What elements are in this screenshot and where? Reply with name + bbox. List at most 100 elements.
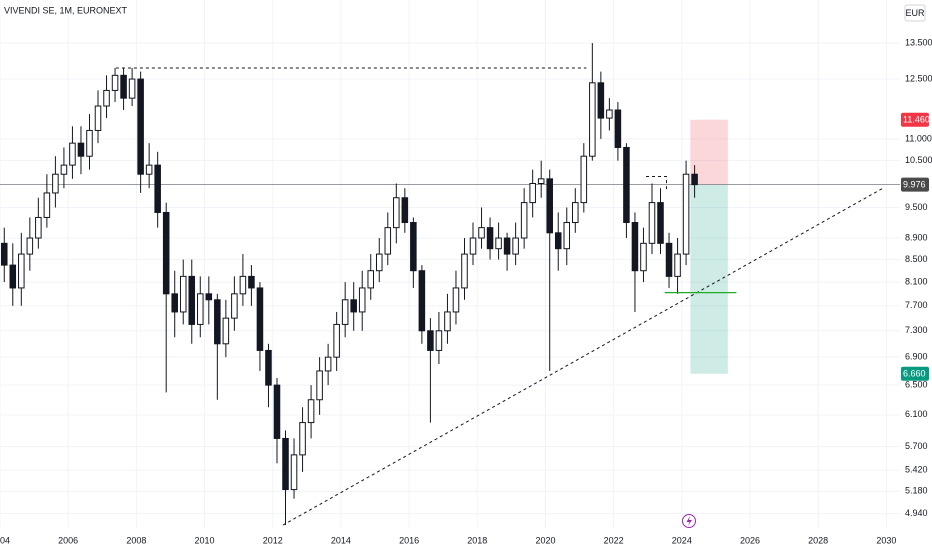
candle-body bbox=[691, 173, 698, 186]
candle-body bbox=[358, 287, 366, 313]
candle-body bbox=[350, 299, 357, 313]
currency[interactable]: EUR bbox=[905, 8, 925, 18]
y-tick-label: 5.420 bbox=[905, 465, 928, 475]
candle-body bbox=[580, 155, 588, 204]
candle-body bbox=[290, 454, 298, 491]
candle-body bbox=[623, 146, 630, 224]
candle-body bbox=[94, 105, 102, 131]
y-tick-label: 13.500 bbox=[905, 37, 932, 47]
candle-body bbox=[486, 227, 494, 250]
candle-body bbox=[273, 384, 281, 439]
candle-body bbox=[231, 293, 238, 319]
y-tick-label: 12.500 bbox=[905, 73, 932, 83]
candle-body bbox=[239, 275, 247, 295]
x-tick-label: 2004 bbox=[0, 535, 10, 545]
candle-body bbox=[665, 242, 673, 277]
candle-body bbox=[60, 164, 68, 175]
candle-body bbox=[282, 437, 289, 491]
candle-body bbox=[316, 370, 323, 401]
x-tick-label: 2018 bbox=[467, 535, 487, 545]
candle-body bbox=[188, 275, 196, 325]
candle-body bbox=[43, 192, 51, 218]
target-zone bbox=[690, 184, 728, 374]
candle-body bbox=[367, 270, 375, 289]
x-tick-label: 2012 bbox=[263, 535, 283, 545]
y-tick-label: 6.500 bbox=[905, 379, 928, 389]
candle-body bbox=[478, 227, 485, 239]
candle-body bbox=[682, 173, 690, 255]
candle-body bbox=[435, 330, 443, 351]
candle-body bbox=[520, 202, 528, 239]
candle-body bbox=[26, 237, 34, 255]
x-tick-label: 2008 bbox=[126, 535, 146, 545]
candle-body bbox=[52, 173, 59, 194]
y-tick-label: 11.000 bbox=[905, 133, 932, 143]
candle-body bbox=[128, 78, 136, 99]
x-tick-label: 2006 bbox=[58, 535, 78, 545]
candle-body bbox=[222, 317, 230, 345]
candle-body bbox=[307, 399, 315, 424]
last-price-label: 9.976 bbox=[903, 179, 926, 189]
candle-body bbox=[384, 227, 392, 255]
stop-label-box bbox=[901, 112, 929, 127]
candle-body bbox=[171, 293, 178, 313]
y-tick-label: 10.500 bbox=[905, 155, 932, 165]
candle-body bbox=[648, 202, 656, 244]
candle-body bbox=[452, 287, 460, 313]
candle-body bbox=[154, 164, 161, 213]
trend-line bbox=[282, 187, 884, 526]
candle-body bbox=[529, 182, 536, 204]
candle-body bbox=[597, 82, 605, 119]
candle-body bbox=[503, 237, 511, 255]
candle-body bbox=[205, 293, 213, 301]
target-label: 6.660 bbox=[903, 369, 926, 379]
candle-body bbox=[631, 222, 639, 272]
candle-body bbox=[137, 78, 144, 175]
event-bolt[interactable] bbox=[686, 516, 693, 526]
candle-body bbox=[197, 293, 204, 325]
candle-body bbox=[418, 270, 426, 332]
candle-body bbox=[333, 323, 340, 358]
candle-body bbox=[179, 275, 187, 313]
x-tick-label: 2026 bbox=[740, 535, 760, 545]
candle-body bbox=[265, 349, 272, 386]
y-tick-label: 7.700 bbox=[905, 300, 928, 310]
candle-body bbox=[299, 422, 306, 456]
y-tick-label: 4.940 bbox=[905, 508, 928, 518]
candle-body bbox=[410, 222, 417, 272]
candle-body bbox=[35, 216, 42, 239]
y-tick-label: 5.700 bbox=[905, 441, 928, 451]
candle-body bbox=[657, 202, 664, 244]
candle-body bbox=[256, 287, 264, 351]
candle-body bbox=[469, 237, 477, 255]
x-tick-label: 2010 bbox=[195, 535, 215, 545]
last-price-label-box bbox=[901, 177, 929, 192]
x-tick-label: 2014 bbox=[331, 535, 351, 545]
candle-body bbox=[614, 109, 622, 148]
candle-body bbox=[554, 232, 562, 250]
plot bbox=[0, 0, 900, 528]
x-tick-label: 2028 bbox=[808, 535, 828, 545]
target-label-box bbox=[901, 366, 929, 381]
candle-body bbox=[111, 74, 119, 91]
x-tick-label: 2030 bbox=[876, 535, 896, 545]
candle-body bbox=[86, 129, 93, 157]
stop-label: 11.460 bbox=[903, 115, 930, 125]
candle-body bbox=[546, 178, 553, 234]
candle-body bbox=[640, 242, 647, 272]
chart-title: VIVENDI SE, 1M, EURONEXT bbox=[4, 5, 128, 15]
x-tick-label: 2016 bbox=[399, 535, 419, 545]
candle-body bbox=[444, 311, 451, 332]
candle-body bbox=[9, 264, 17, 289]
y-tick-label: 9.500 bbox=[905, 202, 928, 212]
candle-body bbox=[77, 142, 85, 157]
candle-body bbox=[103, 89, 110, 107]
currency-box[interactable] bbox=[904, 4, 926, 22]
candle-body bbox=[18, 253, 25, 289]
candle-body bbox=[69, 142, 76, 166]
range-line bbox=[646, 176, 667, 191]
candle-body bbox=[606, 109, 613, 119]
candle-body bbox=[427, 330, 434, 351]
x-tick-label: 2020 bbox=[535, 535, 555, 545]
